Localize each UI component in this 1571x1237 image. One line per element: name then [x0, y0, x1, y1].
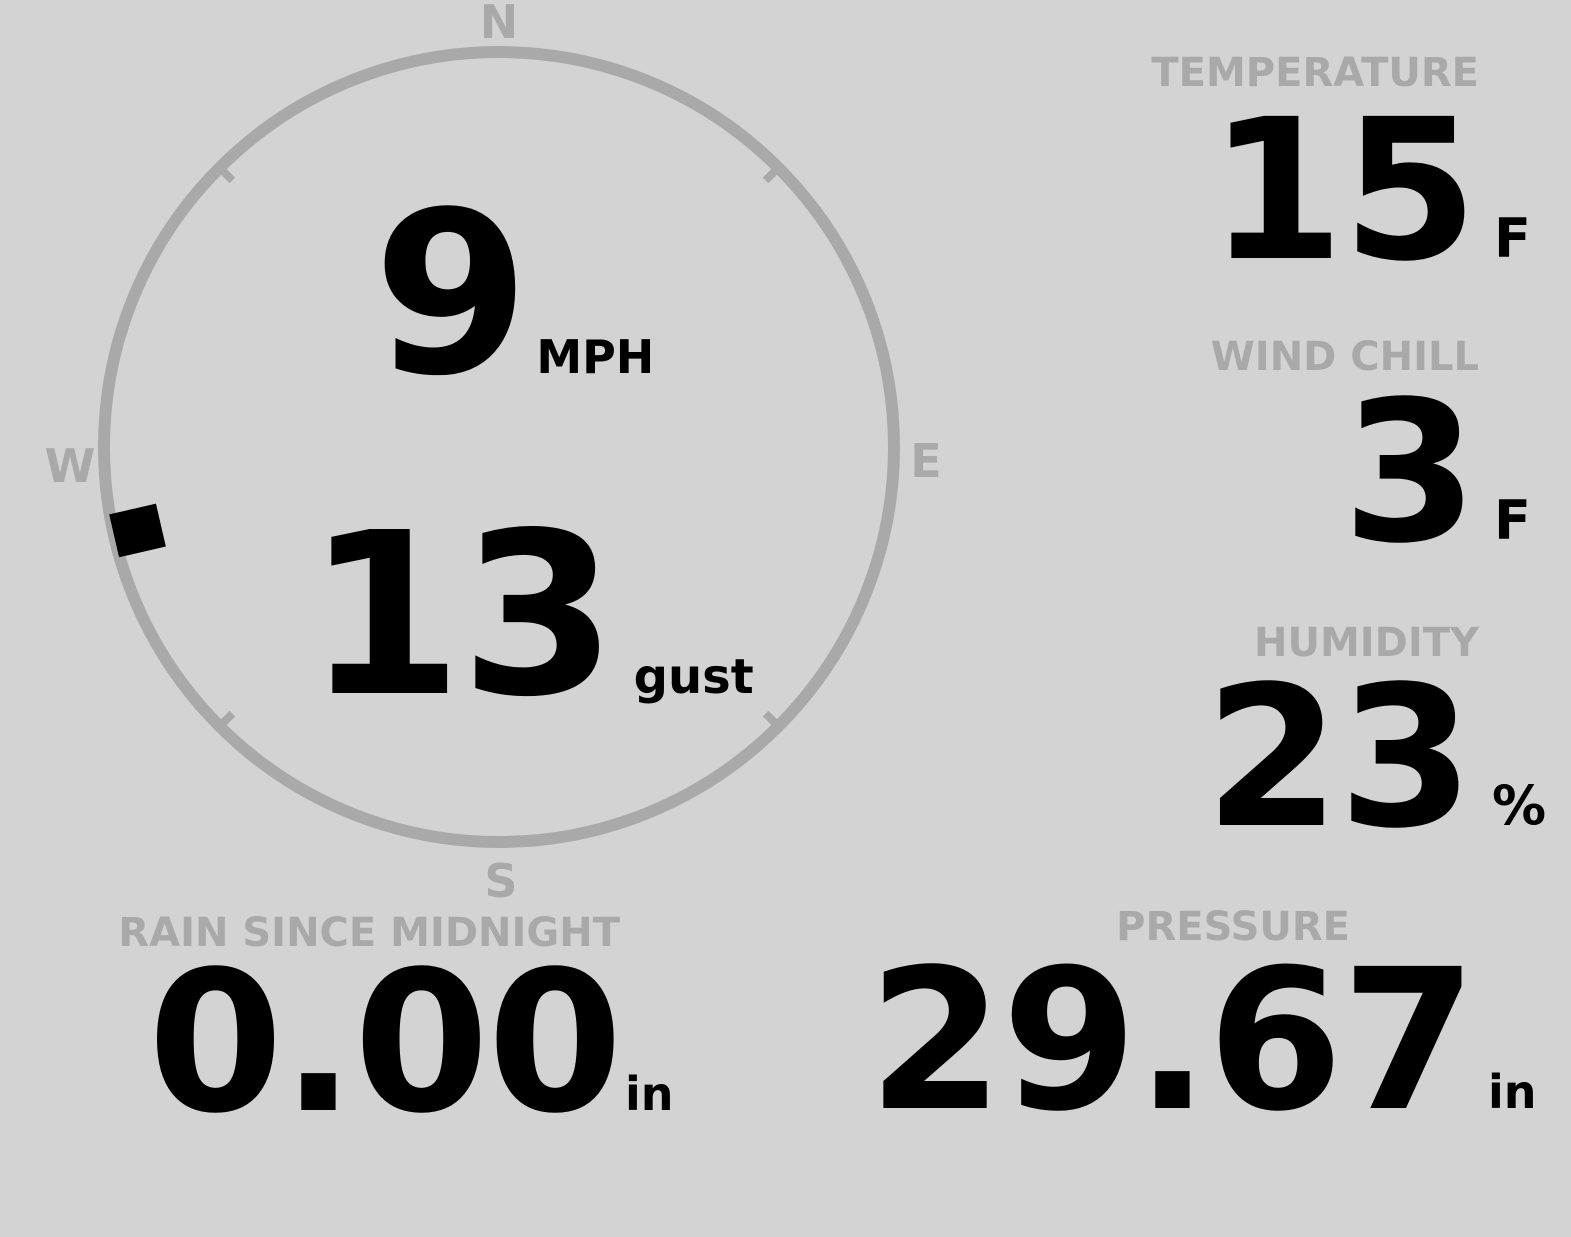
- wind-direction-marker: [109, 503, 166, 558]
- wind-speed-value: 9: [373, 164, 530, 426]
- pressure-unit: in: [1488, 1065, 1537, 1119]
- temperature-number: 15: [1208, 77, 1478, 304]
- compass-label-west: W: [44, 439, 96, 493]
- compass-ring: [98, 46, 900, 848]
- wind-chill-value: 3 F: [1342, 375, 1531, 570]
- rain-unit: in: [625, 1067, 674, 1121]
- compass-label-east: E: [910, 434, 942, 488]
- humidity-number: 23: [1204, 644, 1474, 871]
- wind-gust-unit: gust: [633, 649, 754, 705]
- wind-gust: 13 gust: [306, 504, 754, 729]
- wind-gust-value: 13: [306, 485, 617, 747]
- humidity-unit: %: [1492, 774, 1547, 837]
- pressure-label: PRESSURE: [1116, 904, 1350, 950]
- humidity-value: 23 %: [1205, 660, 1547, 855]
- rain-label: RAIN SINCE MIDNIGHT: [118, 910, 620, 956]
- temperature-unit: F: [1494, 207, 1531, 270]
- pressure-number: 29.67: [867, 927, 1477, 1154]
- temperature-value: 15 F: [1209, 93, 1531, 288]
- rain-number: 0.00: [147, 929, 623, 1156]
- rain-value: 0.00 in: [148, 945, 674, 1140]
- wind-speed: 9 MPH: [373, 183, 654, 408]
- temperature-label: TEMPERATURE: [1151, 50, 1479, 96]
- compass-label-north: N: [479, 0, 519, 49]
- wind-speed-unit: MPH: [536, 330, 655, 384]
- compass-tick-se: [762, 710, 784, 732]
- wind-chill-label: WIND CHILL: [1210, 334, 1479, 380]
- compass-tick-nw: [214, 162, 236, 184]
- wind-compass: [98, 46, 900, 848]
- compass-tick-sw: [214, 710, 236, 732]
- wind-chill-unit: F: [1494, 489, 1531, 552]
- compass-tick-ne: [762, 162, 784, 184]
- wind-chill-number: 3: [1342, 359, 1478, 586]
- pressure-value: 29.67 in: [868, 943, 1537, 1138]
- humidity-label: HUMIDITY: [1254, 620, 1479, 666]
- compass-label-south: S: [484, 854, 518, 908]
